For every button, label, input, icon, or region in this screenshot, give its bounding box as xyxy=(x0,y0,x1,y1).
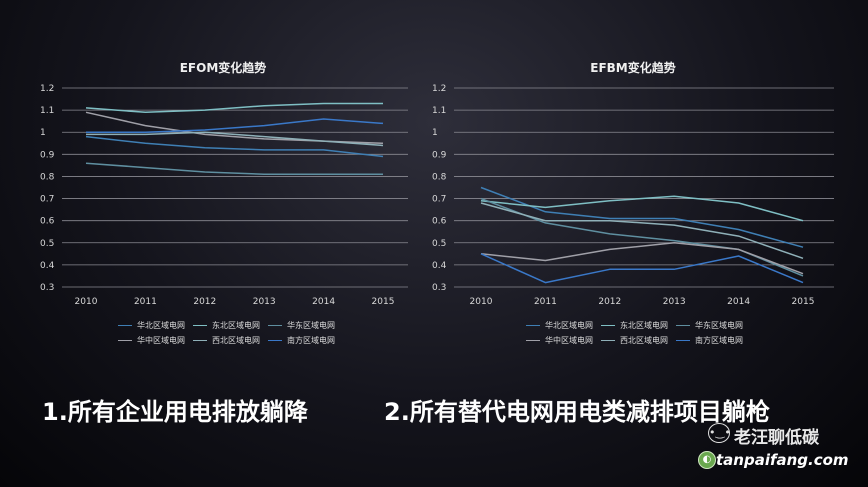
legend-swatch xyxy=(193,340,207,341)
legend-item: 南方区域电网 xyxy=(268,335,335,346)
y-tick-label: 0.7 xyxy=(432,195,446,205)
x-tick-label: 2014 xyxy=(312,297,335,307)
x-tick-label: 2011 xyxy=(134,297,157,307)
y-tick-label: 0.6 xyxy=(40,217,55,227)
legend-label: 华北区域电网 xyxy=(137,321,185,330)
efom-chart: 1.2 1.1 1 0.9 0.8 0.7 0.6 0.5 0.4 0.3 2010 2011 2012… xyxy=(40,84,408,307)
legend-item: 西北区域电网 xyxy=(193,335,260,346)
legend-label: 南方区域电网 xyxy=(695,336,743,345)
series-line xyxy=(480,197,804,277)
legend-item: 华东区域电网 xyxy=(268,320,335,331)
series-line xyxy=(480,195,804,222)
tanpaifang-logo-icon: ◐ xyxy=(698,451,716,469)
x-tick-label: 2015 xyxy=(792,297,815,307)
legend-swatch xyxy=(526,340,540,341)
series-line xyxy=(480,202,804,260)
legend-label: 东北区域电网 xyxy=(620,321,668,330)
y-tick-label: 0.8 xyxy=(432,172,447,182)
legend-item: 华东区域电网 xyxy=(676,320,743,331)
series-line xyxy=(480,242,804,275)
y-tick-label: 0.7 xyxy=(40,195,54,205)
legend-swatch xyxy=(601,325,615,326)
y-tick-label: 0.6 xyxy=(432,217,447,227)
x-tick-label: 2015 xyxy=(372,297,395,307)
y-tick-label: 0.4 xyxy=(432,261,447,271)
legend-label: 西北区域电网 xyxy=(212,336,260,345)
wechat-icon: •‿• xyxy=(708,423,731,443)
x-tick-label: 2012 xyxy=(193,297,216,307)
y-tick-label: 1.1 xyxy=(432,106,446,116)
legend-label: 华中区域电网 xyxy=(137,336,185,345)
x-tick-label: 2014 xyxy=(727,297,750,307)
y-tick-label: 0.5 xyxy=(40,239,54,249)
series-line xyxy=(85,135,384,158)
y-tick-label: 1.2 xyxy=(432,84,446,94)
y-tick-label: 0.9 xyxy=(40,150,55,160)
legend-swatch xyxy=(601,340,615,341)
legend-swatch xyxy=(268,325,282,326)
legend-item: 华北区域电网 xyxy=(526,320,593,331)
legend-swatch xyxy=(676,325,690,326)
y-tick-label: 1 xyxy=(432,128,438,138)
x-tick-label: 2013 xyxy=(663,297,686,307)
legend-item: 西北区域电网 xyxy=(601,335,668,346)
y-tick-label: 0.9 xyxy=(432,150,447,160)
x-tick-label: 2012 xyxy=(598,297,621,307)
legend-item: 东北区域电网 xyxy=(193,320,260,331)
legend-label: 华中区域电网 xyxy=(545,336,593,345)
legend-label: 南方区域电网 xyxy=(287,336,335,345)
legend-label: 华北区域电网 xyxy=(545,321,593,330)
y-tick-label: 1.2 xyxy=(40,84,54,94)
legend-item: 华北区域电网 xyxy=(118,320,185,331)
caption-right: 2.所有替代电网用电类减排项目躺枪 xyxy=(384,398,770,426)
x-tick-label: 2010 xyxy=(470,297,493,307)
y-tick-label: 0.3 xyxy=(40,283,54,293)
legend-label: 西北区域电网 xyxy=(620,336,668,345)
legend-label: 华东区域电网 xyxy=(695,321,743,330)
series-line xyxy=(86,131,384,147)
y-tick-label: 0.4 xyxy=(40,261,55,271)
series-line xyxy=(480,253,804,284)
y-tick-label: 0.5 xyxy=(432,239,446,249)
series-line xyxy=(85,102,383,114)
legend-item: 南方区域电网 xyxy=(676,335,743,346)
series-line xyxy=(480,186,804,248)
legend-swatch xyxy=(118,325,132,326)
legend-swatch xyxy=(676,340,690,341)
x-tick-label: 2013 xyxy=(253,297,276,307)
legend-item: 华中区域电网 xyxy=(118,335,185,346)
legend-label: 东北区域电网 xyxy=(212,321,260,330)
caption-left: 1.所有企业用电排放躺降 xyxy=(42,398,308,426)
y-tick-label: 1 xyxy=(40,128,46,138)
x-tick-label: 2011 xyxy=(534,297,557,307)
watermark-url: tanpaifang.com xyxy=(716,451,849,469)
legend-item: 华中区域电网 xyxy=(526,335,593,346)
legend-swatch xyxy=(268,340,282,341)
x-tick-label: 2010 xyxy=(75,297,98,307)
legend-swatch xyxy=(526,325,540,326)
y-tick-label: 1.1 xyxy=(40,106,54,116)
legend-label: 华东区域电网 xyxy=(287,321,335,330)
efom-chart-title: EFOM变化趋势 xyxy=(179,61,267,75)
y-tick-label: 0.8 xyxy=(40,172,55,182)
legend-swatch xyxy=(118,340,132,341)
efbm-chart: 1.2 1.1 1 0.9 0.8 0.7 0.6 0.5 0.4 0.3 2010 2011 2012… xyxy=(432,84,834,307)
watermark-name: 老汪聊低碳 xyxy=(734,428,819,448)
series-line xyxy=(86,118,384,133)
legend-swatch xyxy=(193,325,207,326)
y-tick-label: 0.3 xyxy=(432,283,446,293)
legend-item: 东北区域电网 xyxy=(601,320,668,331)
efbm-chart-title: EFBM变化趋势 xyxy=(590,61,676,75)
watermark: •‿• 老汪聊低碳 ◐ tanpaifang.com xyxy=(668,421,858,479)
series-line xyxy=(85,162,383,175)
